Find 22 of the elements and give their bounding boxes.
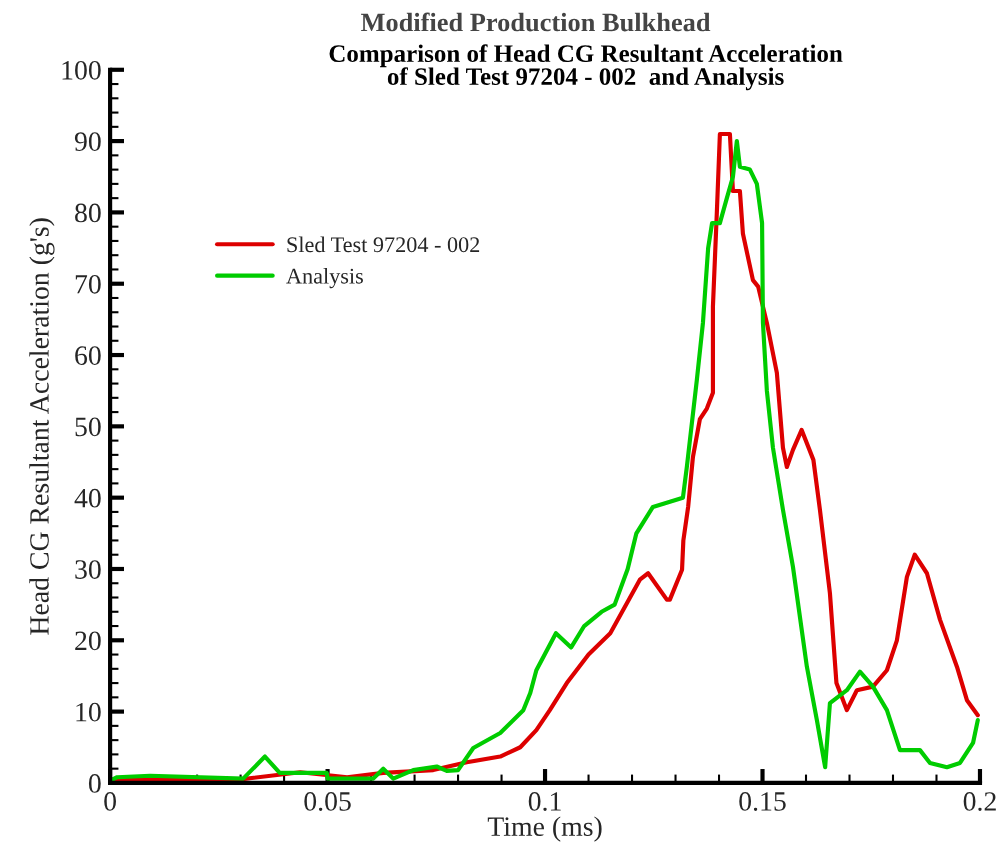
y-tick-label: 60 <box>75 346 101 365</box>
y-tick-label: 10 <box>76 702 101 722</box>
y-axis-title: Head CG Resultant Acceleration (g's) <box>29 218 55 635</box>
x-tick-label: 0.15 <box>739 792 786 811</box>
chart-title: Modified Production Bulkhead <box>361 12 711 32</box>
x-tick-label: 0.2 <box>963 792 996 811</box>
x-tick-label: 0 <box>104 792 116 811</box>
y-tick-label: 80 <box>75 203 101 223</box>
y-tick-label: 40 <box>74 488 101 508</box>
x-axis-title: Time (ms) <box>487 816 602 842</box>
x-tick-label: 0.05 <box>304 792 351 811</box>
x-tick-label: 0.1 <box>528 792 561 811</box>
legend-label: Sled Test 97204 - 002 <box>287 236 480 253</box>
y-tick-label: 20 <box>75 631 101 651</box>
y-tick-label: 0 <box>88 774 101 793</box>
chart-subtitle: Comparison of Head CG Resultant Acceleration of Sled Test 97204 - 002 and Analysis <box>329 44 843 91</box>
y-tick-label: 70 <box>75 274 101 294</box>
y-tick-label: 90 <box>74 132 101 152</box>
y-tick-label: 100 <box>62 60 101 80</box>
y-tick-label: 50 <box>75 417 101 437</box>
y-tick-label: 30 <box>75 560 101 579</box>
legend-label: Analysis <box>286 267 363 289</box>
